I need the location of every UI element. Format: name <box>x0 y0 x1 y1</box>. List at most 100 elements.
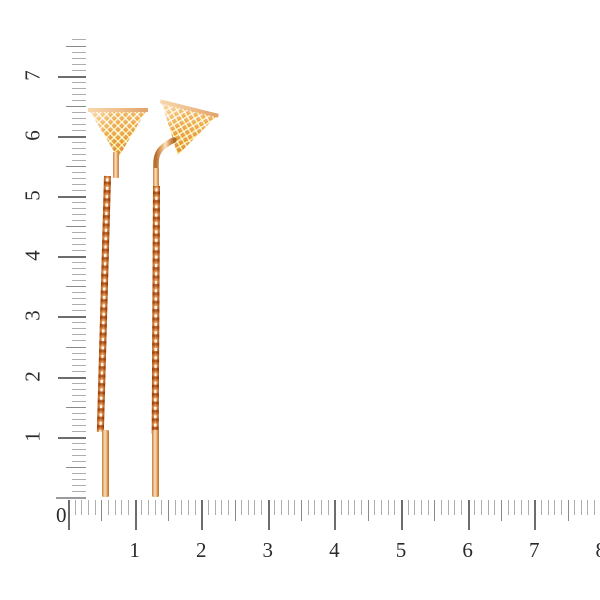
hruler-minor-tick <box>121 500 123 515</box>
vruler-major-tick <box>58 377 86 379</box>
hruler-minor-tick <box>81 500 83 515</box>
hruler-minor-tick <box>521 500 523 515</box>
vruler-minor-tick <box>72 389 86 391</box>
hruler-minor-tick <box>294 500 296 515</box>
hruler-minor-tick <box>494 500 496 515</box>
vruler-minor-tick <box>72 292 86 294</box>
hruler-minor-tick <box>441 500 443 515</box>
vruler-minor-tick <box>72 461 86 463</box>
hruler-minor-tick <box>188 500 190 515</box>
hruler-minor-tick <box>374 500 376 515</box>
vruler-minor-tick <box>72 64 86 66</box>
hruler-mid-tick <box>501 500 503 521</box>
hruler-label: 7 <box>528 538 540 562</box>
hruler-major-tick <box>68 500 70 530</box>
vruler-minor-tick <box>72 148 86 150</box>
hruler-major-tick <box>334 500 336 530</box>
hruler-major-tick <box>135 500 137 530</box>
vruler-major-tick <box>58 76 86 78</box>
hruler-major-tick <box>201 500 203 530</box>
hruler-minor-tick <box>288 500 290 515</box>
vruler-minor-tick <box>72 124 86 126</box>
vruler-minor-tick <box>72 353 86 355</box>
vruler-minor-tick <box>72 310 86 312</box>
hruler-label: 6 <box>462 538 473 562</box>
vruler-mid-tick <box>66 286 86 288</box>
hruler-minor-tick <box>75 500 77 515</box>
vruler-minor-tick <box>72 455 86 457</box>
hruler-mid-tick <box>568 500 570 521</box>
vruler-minor-tick <box>72 359 86 361</box>
hruler-minor-tick <box>448 500 450 515</box>
connector-bar-right <box>153 168 159 190</box>
vruler-minor-tick <box>72 425 86 427</box>
vruler-minor-tick <box>72 94 86 96</box>
hook-wire-right <box>148 137 182 183</box>
hruler-minor-tick <box>215 500 217 515</box>
vruler-mid-tick <box>66 46 86 48</box>
vruler-mid-tick <box>66 166 86 168</box>
vruler-minor-tick <box>72 365 86 367</box>
vruler-mid-tick <box>66 407 86 409</box>
vruler-mid-tick <box>66 347 86 349</box>
vruler-minor-tick <box>72 334 86 336</box>
hruler-minor-tick <box>574 500 576 515</box>
hruler-label: 3 <box>262 538 274 562</box>
connector-bar-left <box>113 152 119 178</box>
vruler-minor-tick <box>72 485 86 487</box>
hruler-minor-tick <box>461 500 463 515</box>
hruler-minor-tick <box>454 500 456 515</box>
hruler-minor-tick <box>175 500 177 515</box>
vruler-minor-tick <box>72 443 86 445</box>
vruler-minor-tick <box>72 118 86 120</box>
hruler-minor-tick <box>328 500 330 515</box>
hruler-minor-tick <box>141 500 143 515</box>
vruler-major-tick <box>58 316 86 318</box>
hruler-minor-tick <box>561 500 563 515</box>
vruler-minor-tick <box>72 52 86 54</box>
vruler-major-tick <box>58 256 86 258</box>
hruler-minor-tick <box>488 500 490 515</box>
hruler-minor-tick <box>308 500 310 515</box>
hruler-minor-tick <box>408 500 410 515</box>
vruler-minor-tick <box>72 449 86 451</box>
hruler-minor-tick <box>208 500 210 515</box>
hruler-major-tick <box>268 500 270 530</box>
vruler-major-tick <box>58 437 86 439</box>
terminal-bar-right <box>152 430 159 497</box>
hruler-minor-tick <box>354 500 356 515</box>
vruler-minor-tick <box>72 112 86 114</box>
vruler-minor-tick <box>72 39 86 41</box>
vruler-minor-tick <box>72 220 86 222</box>
hruler-major-tick <box>401 500 403 530</box>
hruler-minor-tick <box>108 500 110 515</box>
vruler-minor-tick <box>72 190 86 192</box>
vruler-minor-tick <box>72 130 86 132</box>
hruler-minor-tick <box>181 500 183 515</box>
vruler-minor-tick <box>72 479 86 481</box>
hruler-label: 8 <box>590 540 600 561</box>
vruler-minor-tick <box>72 238 86 240</box>
vruler-minor-tick <box>72 274 86 276</box>
vruler-minor-tick <box>72 58 86 60</box>
terminal-bar-left <box>102 430 109 497</box>
ruler-origin-label: 0 <box>56 503 67 527</box>
vruler-minor-tick <box>72 395 86 397</box>
vruler-minor-tick <box>72 250 86 252</box>
hruler-minor-tick <box>594 500 596 515</box>
hruler-minor-tick <box>388 500 390 515</box>
hruler-minor-tick <box>541 500 543 515</box>
hruler-label: 5 <box>395 538 407 562</box>
hruler-minor-tick <box>394 500 396 515</box>
vruler-minor-tick <box>72 142 86 144</box>
hruler-mid-tick <box>101 500 103 521</box>
vruler-minor-tick <box>72 473 86 475</box>
hruler-minor-tick <box>361 500 363 515</box>
hruler-major-tick <box>534 500 536 530</box>
vruler-minor-tick <box>72 184 86 186</box>
hruler-minor-tick <box>381 500 383 515</box>
vruler-minor-tick <box>72 491 86 493</box>
